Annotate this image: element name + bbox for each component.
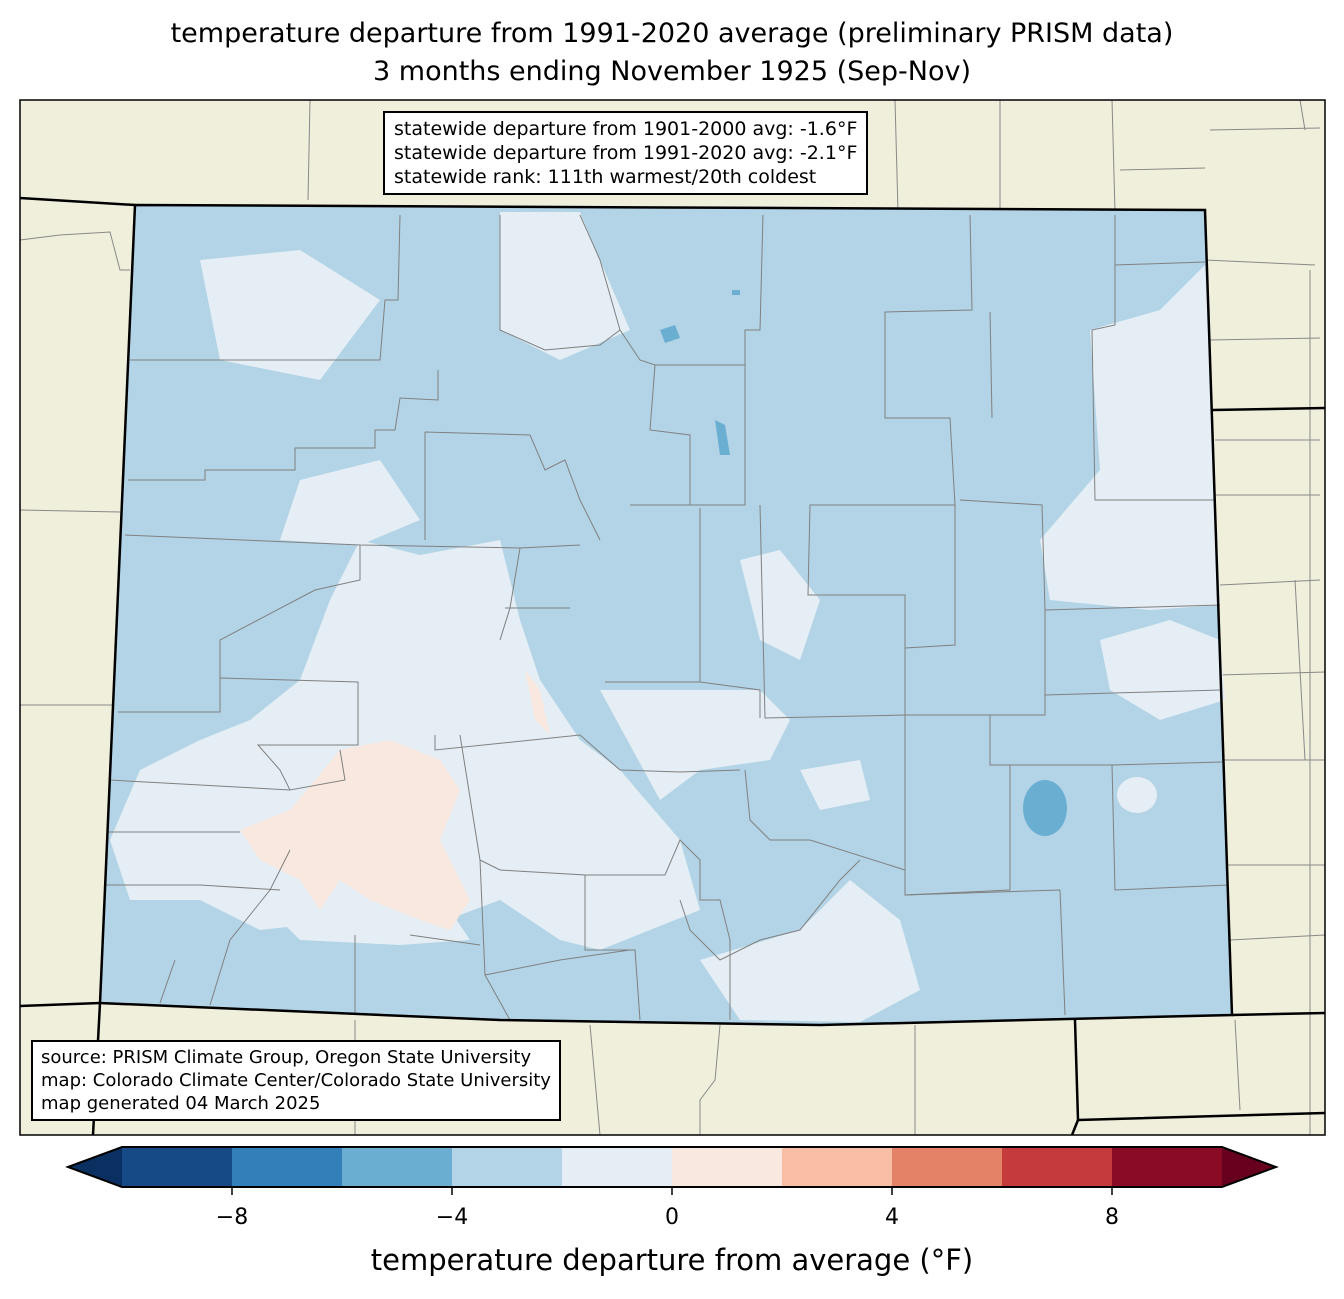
colorbar-over-arrow [1222, 1147, 1276, 1187]
colorbar-bin [122, 1147, 232, 1187]
colorbar-label: temperature departure from average (°F) [370, 1243, 974, 1277]
map-title-line1: temperature departure from 1991-2020 ave… [170, 18, 1174, 49]
colorbar-tick-label: −8 [215, 1205, 249, 1230]
map-title-line2: 3 months ending November 1925 (Sep-Nov) [373, 56, 971, 87]
map-credit-line: map: Colorado Climate Center/Colorado St… [41, 1070, 551, 1091]
stats-line-1901-2000: statewide departure from 1901-2000 avg: … [394, 118, 858, 140]
regions-0-to-2 [240, 670, 550, 930]
statewide-stats-box: statewide departure from 1901-2000 avg: … [383, 111, 869, 195]
source-box: source: PRISM Climate Group, Oregon Stat… [31, 1040, 561, 1121]
source-line: source: PRISM Climate Group, Oregon Stat… [41, 1047, 532, 1068]
stats-line-1991-2020: statewide departure from 1991-2020 avg: … [394, 142, 858, 164]
colorbar-bin [1112, 1147, 1222, 1187]
colorbar-tick-label: 0 [665, 1205, 679, 1230]
colorbar-bin [782, 1147, 892, 1187]
map-frame [19, 99, 1326, 1136]
colorado-county-lines [105, 214, 1229, 1021]
regions-minus-4-to-minus-6 [660, 290, 1067, 836]
colorbar-tick-label: −4 [435, 1205, 469, 1230]
colorbar [65, 1146, 1279, 1195]
colorbar-bin [232, 1147, 342, 1187]
colorbar-outline [65, 1146, 1279, 1188]
colorbar-bin [892, 1147, 1002, 1187]
colorbar-bin [342, 1147, 452, 1187]
stats-line-rank: statewide rank: 111th warmest/20th colde… [394, 166, 817, 188]
colorbar-tick-label: 8 [1105, 1205, 1119, 1230]
colorbar-bin [452, 1147, 562, 1187]
colorbar-bin [672, 1147, 782, 1187]
colorbar-tick-label: 4 [885, 1205, 899, 1230]
colorbar-bin [562, 1147, 672, 1187]
generated-date-line: map generated 04 March 2025 [41, 1093, 321, 1114]
colorbar-under-arrow [68, 1147, 122, 1187]
colorbar-bin [1002, 1147, 1112, 1187]
